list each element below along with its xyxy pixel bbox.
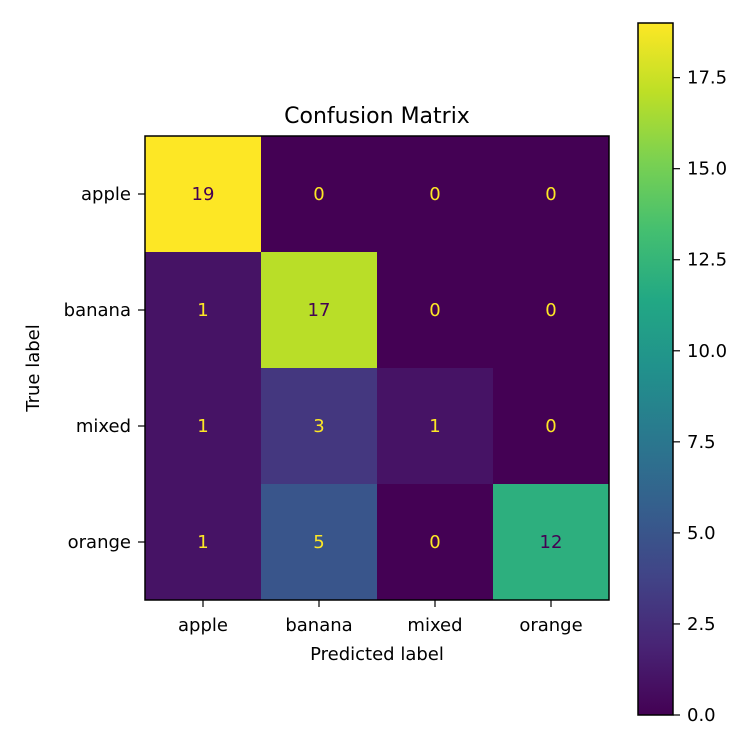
chart-title: Confusion Matrix [284, 104, 470, 129]
cell-value-label: 0 [429, 532, 440, 553]
cell-value-label: 19 [192, 184, 215, 205]
cell-value-label: 12 [540, 532, 563, 553]
colorbar-gradient [637, 22, 674, 716]
x-tick-label: orange [519, 615, 582, 636]
y-tick-label: apple [81, 184, 131, 205]
heatmap-cell [145, 252, 262, 369]
heatmap-cell [145, 484, 262, 601]
cell-value-label: 0 [545, 416, 556, 437]
colorbar-tick-label: 2.5 [687, 614, 716, 635]
colorbar-tick-label: 15.0 [687, 159, 727, 180]
x-tick-label: banana [285, 615, 352, 636]
cell-value-label: 1 [197, 416, 208, 437]
x-axis-ticks: apple banana mixed orange [178, 600, 583, 636]
heatmap-cell [377, 136, 494, 253]
cell-value-label: 0 [313, 184, 324, 205]
cell-value-label: 3 [313, 416, 324, 437]
heatmap-cell [377, 484, 494, 601]
colorbar-tick-label: 17.5 [687, 68, 727, 89]
cell-value-label: 1 [197, 300, 208, 321]
colorbar-tick-label: 12.5 [687, 250, 727, 271]
y-tick-label: mixed [76, 416, 131, 437]
heatmap-cell [145, 136, 262, 253]
heatmap-cell [261, 368, 378, 485]
heatmap-cell [493, 136, 610, 253]
heatmap-cell [493, 484, 610, 601]
cell-value-label: 0 [429, 300, 440, 321]
heatmap-cell [493, 368, 610, 485]
colorbar-tick-label: 0.0 [687, 705, 716, 726]
x-tick-label: apple [178, 615, 228, 636]
heatmap-cell [145, 368, 262, 485]
cell-value-label: 0 [545, 300, 556, 321]
cell-value-label: 1 [429, 416, 440, 437]
cell-value-label: 0 [429, 184, 440, 205]
colorbar-tick-label: 5.0 [687, 523, 716, 544]
y-axis-ticks: apple banana mixed orange [64, 184, 145, 553]
heatmap-cell [377, 252, 494, 369]
colorbar-ticks: 0.0 2.5 5.0 7.5 10.0 12.5 15.0 17.5 [673, 68, 727, 726]
cell-value-label: 1 [197, 532, 208, 553]
colorbar: 0.0 2.5 5.0 7.5 10.0 12.5 15.0 17.5 [637, 22, 727, 726]
cell-value-label: 17 [308, 300, 331, 321]
x-axis-label: Predicted label [310, 644, 444, 665]
x-tick-label: mixed [407, 615, 462, 636]
colorbar-tick-label: 7.5 [687, 432, 716, 453]
y-tick-label: banana [64, 300, 131, 321]
colorbar-tick-label: 10.0 [687, 341, 727, 362]
y-tick-label: orange [68, 532, 131, 553]
heatmap-cell [493, 252, 610, 369]
plot-frame [144, 135, 610, 601]
heatmap-cell [261, 484, 378, 601]
heatmap-cells [145, 136, 610, 601]
cell-value-label: 5 [313, 532, 324, 553]
heatmap-cell [261, 252, 378, 369]
heatmap-cell [261, 136, 378, 253]
heatmap-cell-labels: 19 0 0 0 1 17 0 0 1 3 1 0 1 5 0 12 [192, 184, 563, 553]
cell-value-label: 0 [545, 184, 556, 205]
heatmap-cell [377, 368, 494, 485]
y-axis-label: True label [23, 324, 44, 413]
